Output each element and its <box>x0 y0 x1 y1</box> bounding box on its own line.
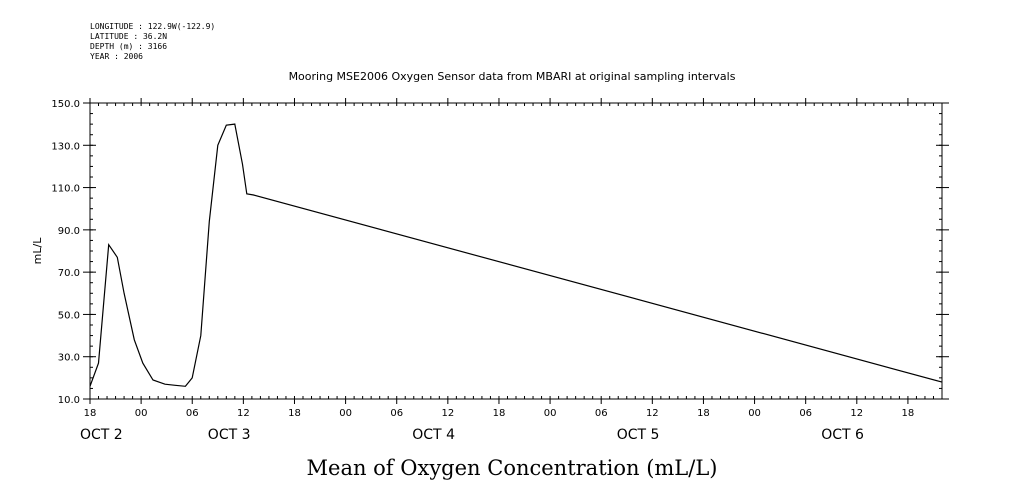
x-tick-label: 12 <box>237 408 250 419</box>
x-tick-label: 00 <box>135 408 148 419</box>
x-date-label: OCT 5 <box>617 427 660 443</box>
x-tick-label: 12 <box>441 408 454 419</box>
year-label: YEAR : 2006 <box>90 52 143 61</box>
y-tick-label: 130.0 <box>51 141 80 152</box>
x-date-label: OCT 4 <box>412 427 455 443</box>
y-axis-label: mL/L <box>31 237 44 265</box>
latitude-label: LATITUDE : 36.2N <box>90 32 168 41</box>
x-tick-label: 12 <box>646 408 659 419</box>
oxygen-series-line <box>89 123 943 387</box>
axis-ticks <box>83 98 949 404</box>
x-date-label: OCT 2 <box>80 427 123 443</box>
x-axis-title: Mean of Oxygen Concentration (mL/L) <box>307 456 718 480</box>
x-date-label: OCT 6 <box>821 427 864 443</box>
longitude-label: LONGITUDE : 122.9W(-122.9) <box>90 22 216 31</box>
header-metadata: LONGITUDE : 122.9W(-122.9) LATITUDE : 36… <box>90 22 215 62</box>
chart-title: Mooring MSE2006 Oxygen Sensor data from … <box>289 70 736 83</box>
y-tick-label: 90.0 <box>58 226 80 237</box>
x-date-label: OCT 3 <box>208 427 251 443</box>
axis-labels: 18 00 06 12 18 00 06 12 18 00 06 12 18 00 06 12 18 OCT 2 O… <box>51 99 914 443</box>
y-tick-label: 50.0 <box>58 310 80 321</box>
x-tick-label: 18 <box>84 408 97 419</box>
x-tick-label: 12 <box>850 408 863 419</box>
x-tick-label: 18 <box>902 408 915 419</box>
x-tick-label: 00 <box>339 408 352 419</box>
x-tick-label: 06 <box>595 408 608 419</box>
x-tick-label: 00 <box>544 408 557 419</box>
x-tick-label: 18 <box>493 408 506 419</box>
y-tick-label: 30.0 <box>58 353 80 364</box>
x-tick-label: 06 <box>390 408 403 419</box>
x-tick-label: 18 <box>697 408 710 419</box>
y-tick-label: 70.0 <box>58 268 80 279</box>
y-tick-label: 150.0 <box>51 99 80 110</box>
x-tick-label: 06 <box>186 408 199 419</box>
y-tick-label: 10.0 <box>58 395 80 406</box>
x-tick-label: 00 <box>748 408 761 419</box>
depth-label: DEPTH (m) : 3166 <box>90 42 168 51</box>
x-tick-label: 06 <box>799 408 812 419</box>
y-tick-label: 110.0 <box>51 184 80 195</box>
x-tick-label: 18 <box>288 408 301 419</box>
